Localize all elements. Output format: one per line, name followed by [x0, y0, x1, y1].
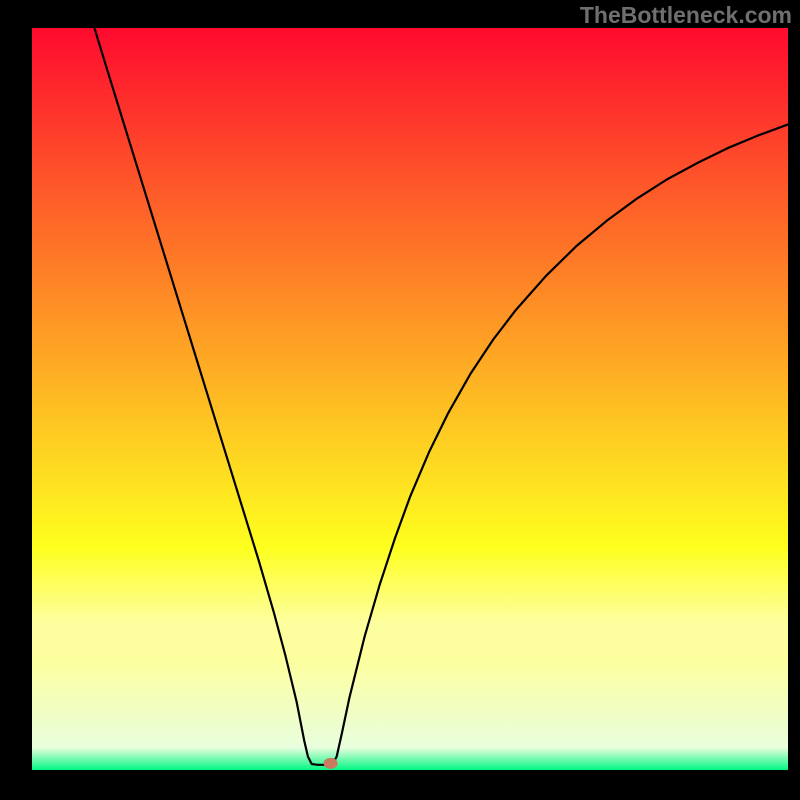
- chart-svg: [32, 28, 788, 770]
- plot-area: [32, 28, 788, 770]
- gradient-background: [32, 28, 788, 770]
- vertex-marker: [324, 758, 338, 769]
- chart-container: TheBottleneck.com: [0, 0, 800, 800]
- watermark-text: TheBottleneck.com: [580, 2, 792, 29]
